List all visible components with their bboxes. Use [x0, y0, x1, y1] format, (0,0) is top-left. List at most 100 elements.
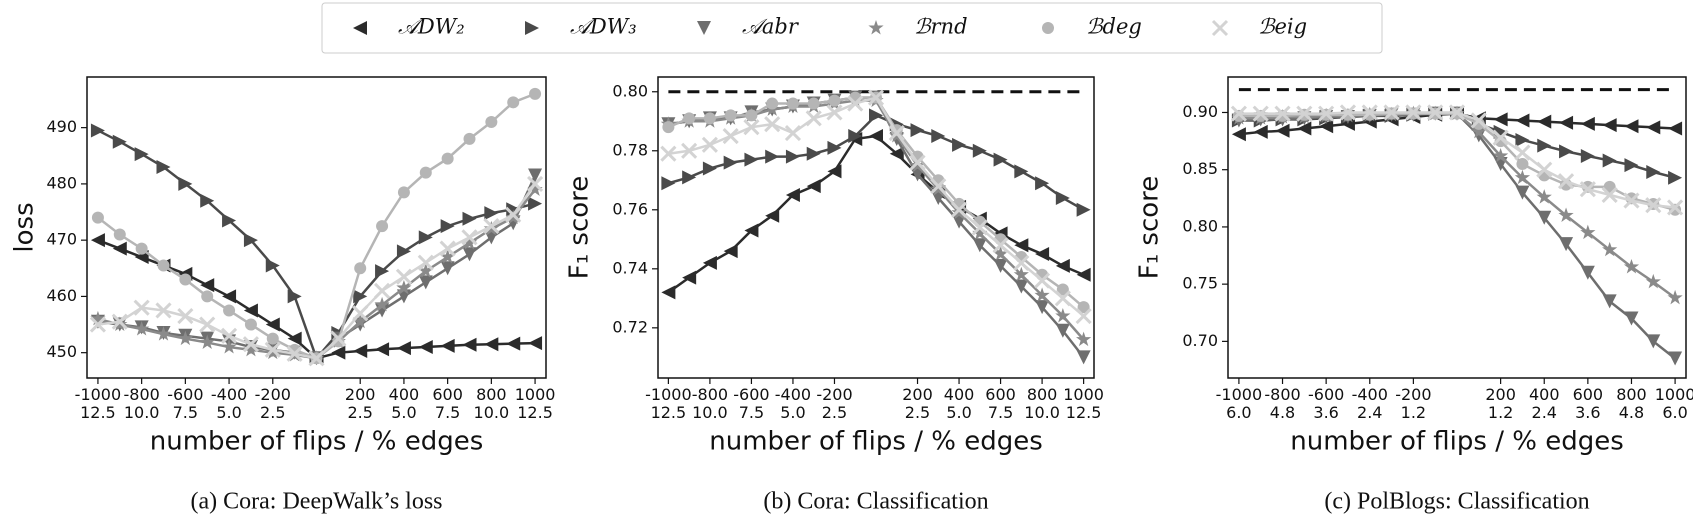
marker: [1646, 164, 1661, 179]
marker: [156, 160, 171, 175]
x-tick-label: -600 3.6: [1307, 385, 1345, 422]
y-tick-label: 490: [46, 117, 77, 136]
marker: [972, 238, 987, 253]
marker: [1580, 224, 1596, 240]
marker: [91, 211, 104, 224]
marker: [135, 242, 148, 255]
marker: [1492, 129, 1509, 146]
marker: [723, 244, 738, 259]
marker: [418, 275, 433, 290]
marker: [352, 305, 369, 322]
marker: [441, 152, 454, 165]
x-tick-label: 200 2.5: [344, 385, 376, 422]
marker: [1472, 117, 1485, 130]
marker: [1055, 258, 1070, 273]
x-tick-label: 600 3.6: [1572, 385, 1604, 422]
marker: [440, 219, 455, 234]
marker: [264, 341, 281, 358]
line: [1238, 112, 1676, 299]
marker: [661, 176, 676, 191]
marker: [682, 170, 697, 185]
x-tick-label: 1000 12.5: [514, 385, 556, 422]
marker: [134, 250, 149, 265]
marker: [1536, 161, 1553, 178]
marker: [1383, 104, 1400, 121]
marker: [681, 142, 698, 159]
marker: [112, 241, 127, 256]
marker: [529, 87, 542, 100]
caption: (b) Cora: Classification: [763, 489, 988, 515]
marker: [287, 289, 302, 304]
marker: [1471, 123, 1487, 139]
series: [1230, 104, 1684, 216]
marker: [723, 155, 738, 170]
marker: [461, 229, 478, 246]
marker: [745, 109, 758, 122]
x-tick-label: 1000 12.5: [1063, 385, 1104, 422]
x-tick-label: -200 2.5: [816, 385, 853, 422]
marker: [1318, 105, 1335, 122]
marker: [223, 304, 236, 317]
marker: [867, 89, 885, 106]
marker: [1558, 207, 1574, 222]
x-tick-label: -1000 12.5: [74, 385, 122, 422]
marker: [1076, 267, 1091, 282]
marker: [1559, 144, 1574, 159]
marker: [1014, 238, 1029, 253]
x-tick-label: 400 5.0: [388, 385, 420, 422]
marker: [703, 112, 716, 125]
marker: [199, 316, 216, 333]
marker: [352, 313, 368, 329]
x-tick-label: 1000 6.0: [1654, 385, 1693, 422]
marker: [462, 211, 477, 226]
y-axis-label: F₁ score: [1135, 176, 1165, 280]
marker: [440, 249, 456, 264]
marker: [484, 337, 499, 352]
marker: [89, 316, 106, 333]
marker: [354, 262, 367, 275]
marker: [1580, 148, 1595, 163]
marker: [1361, 104, 1378, 121]
marker: [1516, 157, 1529, 170]
marker: [828, 94, 841, 107]
marker: [374, 296, 390, 312]
marker: [111, 313, 128, 330]
marker: [785, 188, 800, 203]
marker: [242, 336, 259, 353]
y-axis-label: F₁ score: [565, 176, 595, 280]
marker: [1515, 113, 1530, 128]
marker: [1252, 105, 1269, 122]
marker: [1579, 181, 1596, 198]
marker: [1624, 119, 1639, 134]
marker: [527, 181, 543, 196]
marker: [702, 255, 717, 270]
marker: [784, 125, 802, 142]
marker: [701, 136, 718, 153]
marker: [950, 201, 968, 218]
y-tick-label: 0.78: [612, 140, 648, 159]
marker: [765, 149, 780, 164]
marker: [1319, 119, 1334, 134]
marker: [462, 337, 477, 352]
marker: [1231, 127, 1246, 142]
y-axis-label: loss: [10, 202, 40, 252]
marker: [1514, 144, 1531, 161]
legend-label: 𝒜DW₂: [398, 15, 465, 39]
marker: [1515, 185, 1530, 200]
x-tick-label: 600 7.5: [985, 385, 1016, 422]
marker: [1580, 116, 1595, 131]
marker: [724, 109, 737, 122]
caption: (a) Cora: DeepWalk’s loss: [191, 489, 443, 515]
marker: [807, 97, 820, 110]
marker: [1230, 105, 1247, 122]
marker: [1013, 266, 1029, 282]
marker: [1077, 301, 1090, 314]
marker: [113, 228, 126, 241]
marker: [702, 161, 717, 176]
marker: [1035, 176, 1050, 191]
marker: [353, 343, 368, 358]
marker: [417, 254, 434, 271]
x-tick-label: 200 2.5: [902, 385, 933, 422]
marker: [682, 270, 697, 285]
marker: [308, 350, 325, 367]
